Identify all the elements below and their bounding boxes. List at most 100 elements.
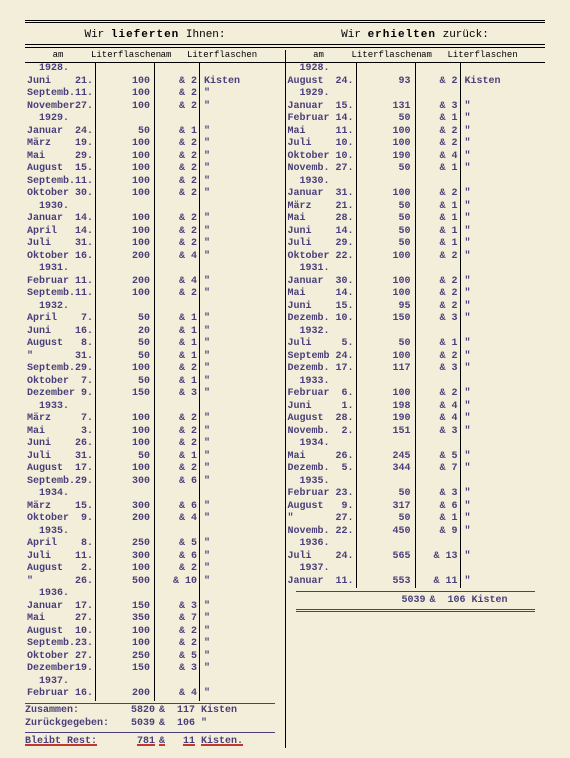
day: 28. <box>336 213 356 226</box>
unit: " <box>460 576 529 589</box>
month: März <box>25 138 75 151</box>
crate-count: & 4 <box>154 688 199 701</box>
right-col-header: am Literflaschen am Literflaschen <box>286 50 546 63</box>
liter: 100 <box>95 88 154 101</box>
crate-count: & 1 <box>415 163 460 176</box>
liter: 245 <box>356 451 415 464</box>
ledger-row: Mai28.50& 1" <box>286 213 546 226</box>
unit: " <box>199 601 268 614</box>
liter: 50 <box>356 338 415 351</box>
unit: " <box>199 651 268 664</box>
month: Februar <box>286 388 336 401</box>
day: 24. <box>336 76 356 89</box>
day: 11. <box>75 276 95 289</box>
crate-count: & 4 <box>415 151 460 164</box>
crate-count: & 2 <box>154 426 199 439</box>
hdr-am2: am <box>406 50 448 60</box>
ledger-row: Mai14.100& 2" <box>286 288 546 301</box>
liter: 250 <box>95 538 154 551</box>
unit: " <box>199 251 268 264</box>
ledger-row: Januar31.100& 2" <box>286 188 546 201</box>
day: 5. <box>336 338 356 351</box>
crate-count: & 2 <box>154 238 199 251</box>
month: Februar <box>286 113 336 126</box>
day: 29. <box>75 151 95 164</box>
ledger-row: 1934. <box>286 438 546 451</box>
crate-count: & 2 <box>415 138 460 151</box>
month: August <box>286 413 336 426</box>
hdr-lf: Literflaschen <box>91 50 145 60</box>
liter: 200 <box>95 276 154 289</box>
liter: 100 <box>356 351 415 364</box>
day: 11. <box>336 576 356 589</box>
ledger-row: Dezemb.10.150& 3" <box>286 313 546 326</box>
liter: 100 <box>95 363 154 376</box>
ledger-row: 1931. <box>286 263 546 276</box>
day: 11. <box>75 176 95 189</box>
ledger-row: 1928. <box>25 63 285 76</box>
month: " <box>25 576 75 589</box>
unit: " <box>460 288 529 301</box>
month: Juni <box>286 401 336 414</box>
crate-count: & 1 <box>154 338 199 351</box>
year-label: 1934. <box>286 438 336 451</box>
liter: 300 <box>95 476 154 489</box>
crate-count: & 1 <box>415 213 460 226</box>
day: 21. <box>75 76 95 89</box>
crate-count: & 1 <box>415 226 460 239</box>
ledger-row: Februar6.100& 2" <box>286 388 546 401</box>
day: 31. <box>336 188 356 201</box>
day: 2. <box>336 426 356 439</box>
day: 8. <box>75 538 95 551</box>
month: Dezemb. <box>286 313 336 326</box>
month: Mai <box>286 288 336 301</box>
liter: 50 <box>356 488 415 501</box>
crate-count: & 3 <box>415 101 460 114</box>
liter: 50 <box>356 238 415 251</box>
crate-count: & 2 <box>154 151 199 164</box>
crate-count: & 2 <box>154 88 199 101</box>
ledger-row: Januar14.100& 2" <box>25 213 285 226</box>
unit: " <box>460 501 529 514</box>
unit: " <box>460 351 529 364</box>
year-label: 1929. <box>25 113 75 126</box>
liter: 100 <box>95 151 154 164</box>
unit: " <box>199 338 268 351</box>
unit: " <box>460 426 529 439</box>
day: 9. <box>336 501 356 514</box>
month: Oktober <box>286 151 336 164</box>
crate-count: & 3 <box>415 488 460 501</box>
year-label: 1931. <box>25 263 75 276</box>
month: August <box>25 626 75 639</box>
ledger-row: Juli31.50& 1" <box>25 451 285 464</box>
ledger-row: 1933. <box>286 376 546 389</box>
unit: " <box>199 363 268 376</box>
day: 27. <box>336 513 356 526</box>
ledger-row: 1935. <box>286 476 546 489</box>
liter: 100 <box>95 176 154 189</box>
liter: 100 <box>356 288 415 301</box>
month: Dezember <box>25 663 75 676</box>
ledger-row: "27.50& 1" <box>286 513 546 526</box>
month: April <box>25 313 75 326</box>
day: 27. <box>75 613 95 626</box>
liter: 190 <box>356 151 415 164</box>
liter: 200 <box>95 251 154 264</box>
day: 14. <box>75 226 95 239</box>
day: 31. <box>75 351 95 364</box>
crate-count: & 2 <box>154 626 199 639</box>
month: Oktober <box>25 188 75 201</box>
month: Juli <box>25 238 75 251</box>
ledger-row: August8.50& 1" <box>25 338 285 351</box>
liter: 50 <box>95 126 154 139</box>
month: Juni <box>25 438 75 451</box>
day: 26. <box>75 438 95 451</box>
unit: " <box>460 313 529 326</box>
left-body: 1928.Juni21.100& 2KistenSeptemb.11.100& … <box>25 63 285 701</box>
crate-count: & 13 <box>415 551 460 564</box>
unit: " <box>199 226 268 239</box>
right-total: 5039 & 106 Kisten <box>296 591 536 612</box>
month: Mai <box>286 126 336 139</box>
crate-count: & 1 <box>154 351 199 364</box>
unit: " <box>199 463 268 476</box>
